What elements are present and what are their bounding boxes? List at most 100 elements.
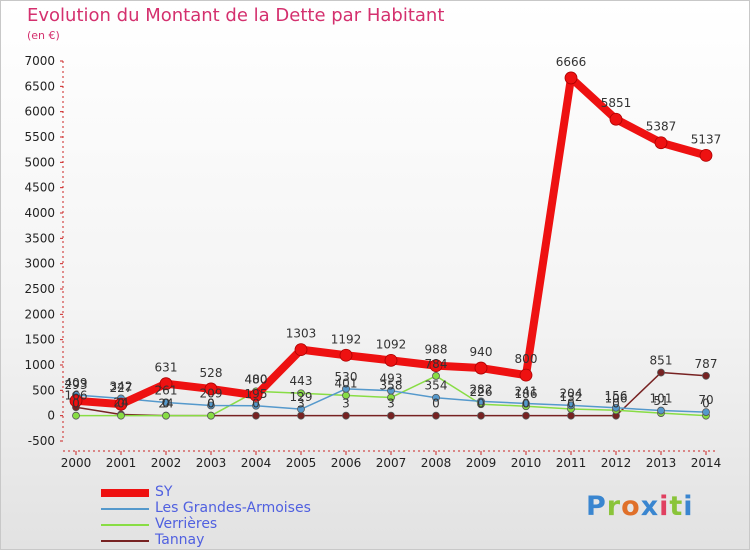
data-label: 1303 (286, 327, 317, 341)
y-tick-label: 6000 (24, 105, 55, 119)
proxiti-logo: Proxiti (586, 491, 694, 522)
data-label: 530 (335, 370, 358, 384)
data-label: 1192 (331, 332, 362, 346)
logo-letter: i (659, 491, 670, 522)
x-tick-label: 2006 (331, 456, 362, 470)
data-label: 5137 (691, 132, 722, 146)
data-label: 528 (200, 366, 223, 380)
data-point (342, 411, 350, 420)
data-label: 241 (515, 384, 538, 398)
data-point (207, 411, 215, 420)
data-point (432, 411, 440, 420)
x-tick-label: 2001 (106, 456, 137, 470)
data-point (384, 353, 398, 367)
data-label: 6666 (556, 55, 587, 69)
data-point (567, 401, 575, 410)
y-tick-label: 3000 (24, 257, 55, 271)
data-label: 3 (297, 397, 305, 411)
data-label: 480 (245, 372, 268, 386)
data-label: 226 (470, 385, 493, 399)
data-label: 940 (470, 345, 493, 359)
data-point (72, 411, 80, 420)
y-tick-label: 4500 (24, 181, 55, 195)
x-tick-label: 2007 (376, 456, 407, 470)
data-label: 0 (162, 397, 170, 411)
data-point (567, 411, 575, 420)
data-label: 0 (522, 397, 530, 411)
y-tick-label: 6500 (24, 79, 55, 93)
x-tick-label: 2014 (691, 456, 722, 470)
data-point (699, 148, 713, 162)
chart-unit-label: (en €) (27, 29, 60, 42)
data-label: 204 (560, 386, 583, 400)
legend-swatch-les-grandes-armoises (101, 508, 149, 510)
legend-label-sy: SY (155, 484, 173, 500)
x-tick-label: 2004 (241, 456, 272, 470)
data-point (477, 411, 485, 420)
data-label: 3 (342, 397, 350, 411)
data-point (612, 403, 620, 412)
data-label: 132 (560, 390, 583, 404)
data-point (162, 398, 170, 407)
x-tick-label: 2013 (646, 456, 677, 470)
x-tick-label: 2011 (556, 456, 587, 470)
data-label: 24 (113, 395, 128, 409)
data-point (159, 377, 173, 391)
data-point (432, 372, 440, 380)
data-label: 493 (380, 372, 403, 386)
y-tick-label: 500 (32, 383, 55, 397)
legend-label-les-grandes-armoises: Les Grandes-Armoises (155, 500, 311, 516)
data-label: 166 (65, 388, 88, 402)
data-label: 0 (117, 397, 125, 411)
data-point (657, 406, 665, 415)
data-label: 156 (605, 389, 628, 403)
data-label: 0 (702, 397, 710, 411)
data-label: 186 (515, 387, 538, 401)
chart-title: Evolution du Montant de la Dette par Hab… (27, 5, 445, 26)
y-tick-label: 3500 (24, 231, 55, 245)
data-label: 0 (477, 397, 485, 411)
x-tick-label: 2002 (151, 456, 182, 470)
data-point (294, 343, 308, 357)
data-label: 101 (650, 392, 673, 406)
data-label: 5851 (601, 96, 632, 110)
y-tick-label: 4000 (24, 206, 55, 220)
x-tick-label: 2000 (61, 456, 92, 470)
legend-label-tannay: Tannay (155, 532, 205, 548)
y-tick-label: 5500 (24, 130, 55, 144)
x-tick-label: 2009 (466, 456, 497, 470)
data-label: 1092 (376, 337, 407, 351)
data-label: 0 (207, 397, 215, 411)
data-label: 784 (425, 357, 448, 371)
data-label: 24 (158, 397, 173, 411)
legend-swatch-sy (101, 489, 149, 497)
data-point (297, 405, 305, 414)
logo-letter: i (683, 491, 694, 522)
data-point (522, 411, 530, 420)
data-label: 358 (380, 379, 403, 393)
data-point (339, 348, 353, 362)
y-tick-label: 2500 (24, 282, 55, 296)
data-point (252, 411, 260, 420)
data-point (69, 394, 83, 408)
data-label: 129 (290, 390, 313, 404)
data-point (564, 71, 578, 85)
data-point (702, 408, 710, 417)
data-point (162, 411, 170, 420)
legend-label-verrieres: Verrières (155, 516, 218, 532)
y-tick-label: 7000 (24, 54, 55, 68)
data-label: 354 (425, 379, 448, 393)
data-label: 400 (245, 372, 268, 386)
data-label: 800 (515, 352, 538, 366)
data-label: 787 (695, 357, 718, 371)
data-point (474, 361, 488, 375)
data-label: 409 (65, 376, 88, 390)
data-label: 443 (290, 374, 313, 388)
data-label: 5387 (646, 120, 677, 134)
data-point (702, 371, 710, 380)
data-label: 282 (470, 382, 493, 396)
data-point (252, 401, 260, 410)
data-label: 401 (335, 376, 358, 390)
data-point (117, 411, 125, 420)
